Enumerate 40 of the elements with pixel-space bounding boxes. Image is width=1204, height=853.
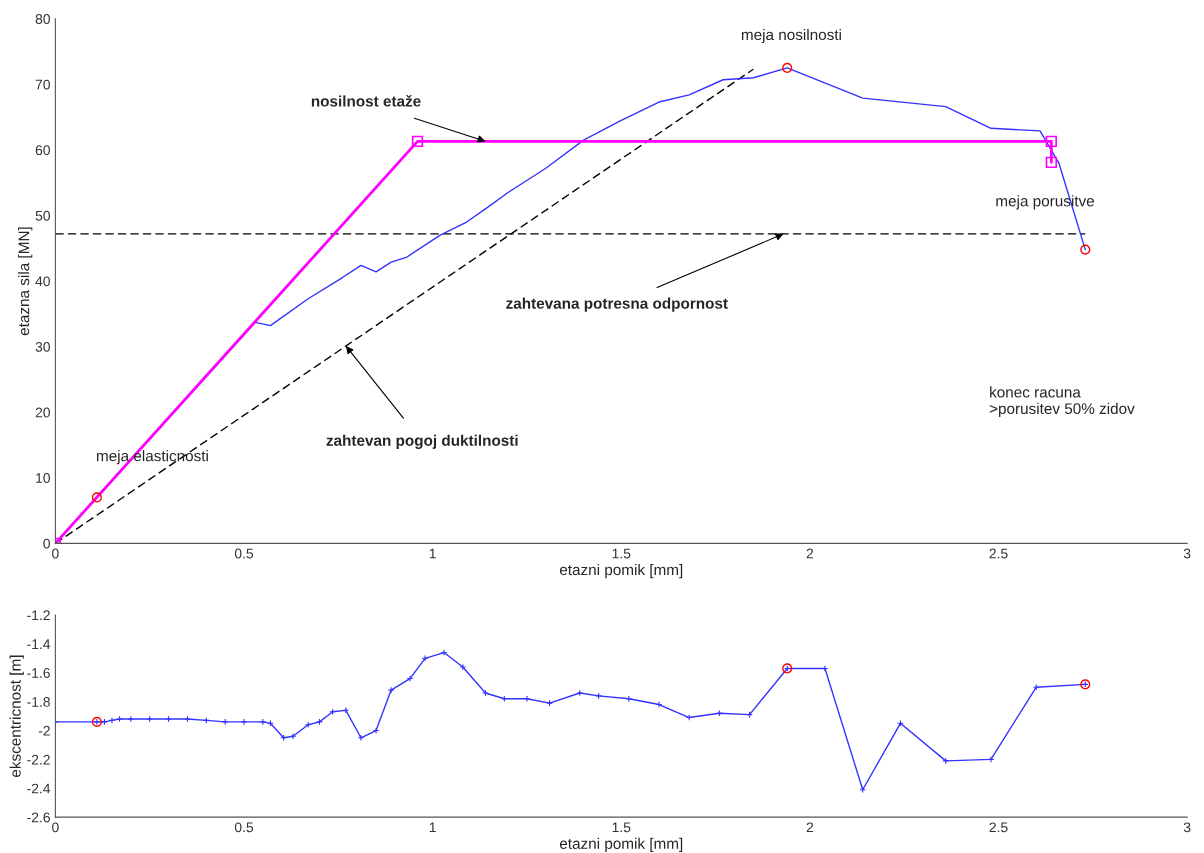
- x-tick-label: 1.5: [612, 822, 631, 833]
- y-tick-label: 0: [43, 538, 50, 549]
- x-axis-title: etazni pomik [mm]: [559, 837, 683, 852]
- y-axis-title: ekscentricnost [m]: [9, 655, 24, 777]
- y-tick-label: -2: [38, 725, 50, 736]
- x-tick-label: 0.5: [234, 822, 254, 833]
- x-tick-label: 1: [429, 548, 436, 559]
- annotation: zahtevan pogoj duktilnosti: [326, 434, 518, 449]
- x-tick-label: 3: [1183, 548, 1191, 559]
- y-tick-label: 20: [35, 407, 50, 418]
- y-tick-label: 50: [35, 210, 50, 221]
- annotation: zahtevana potresna odpornost: [506, 297, 728, 312]
- x-tick-label: 1.5: [612, 548, 631, 559]
- y-tick-label: 10: [36, 473, 50, 483]
- x-tick-label: 1: [429, 822, 436, 833]
- x-tick-label: 3: [1183, 822, 1191, 833]
- y-axis-title: etazna sila [MN]: [18, 227, 33, 336]
- x-tick-label: 0.5: [234, 548, 254, 559]
- y-tick-label: 80: [35, 14, 50, 24]
- y-tick-label: 40: [35, 276, 50, 287]
- y-tick-label: -1.8: [27, 696, 50, 707]
- x-tick-label: 0: [52, 548, 59, 559]
- x-tick-label: 0: [52, 822, 59, 833]
- x-tick-label: 2: [806, 548, 814, 559]
- y-tick-label: -2.6: [27, 812, 50, 823]
- y-tick-label: -1.4: [27, 639, 51, 649]
- annotation: nosilnost etaže: [311, 95, 421, 107]
- y-tick-label: -2.2: [27, 754, 50, 765]
- y-tick-label: 60: [35, 145, 50, 156]
- y-tick-label: 30: [35, 341, 50, 352]
- y-tick-label: 70: [35, 79, 50, 90]
- y-tick-label: -2.4: [27, 783, 51, 794]
- y-tick-label: -1.2: [27, 610, 50, 621]
- x-axis-title: etazni pomik [mm]: [559, 563, 683, 579]
- y-tick-label: -1.6: [27, 668, 50, 678]
- annotation: meja nosilnosti: [741, 28, 841, 44]
- x-tick-label: 2.5: [989, 822, 1008, 833]
- x-tick-label: 2.5: [989, 548, 1008, 559]
- annotation: konec racuna >porusitev 50% zidov: [989, 386, 1135, 418]
- x-tick-label: 2: [806, 822, 814, 833]
